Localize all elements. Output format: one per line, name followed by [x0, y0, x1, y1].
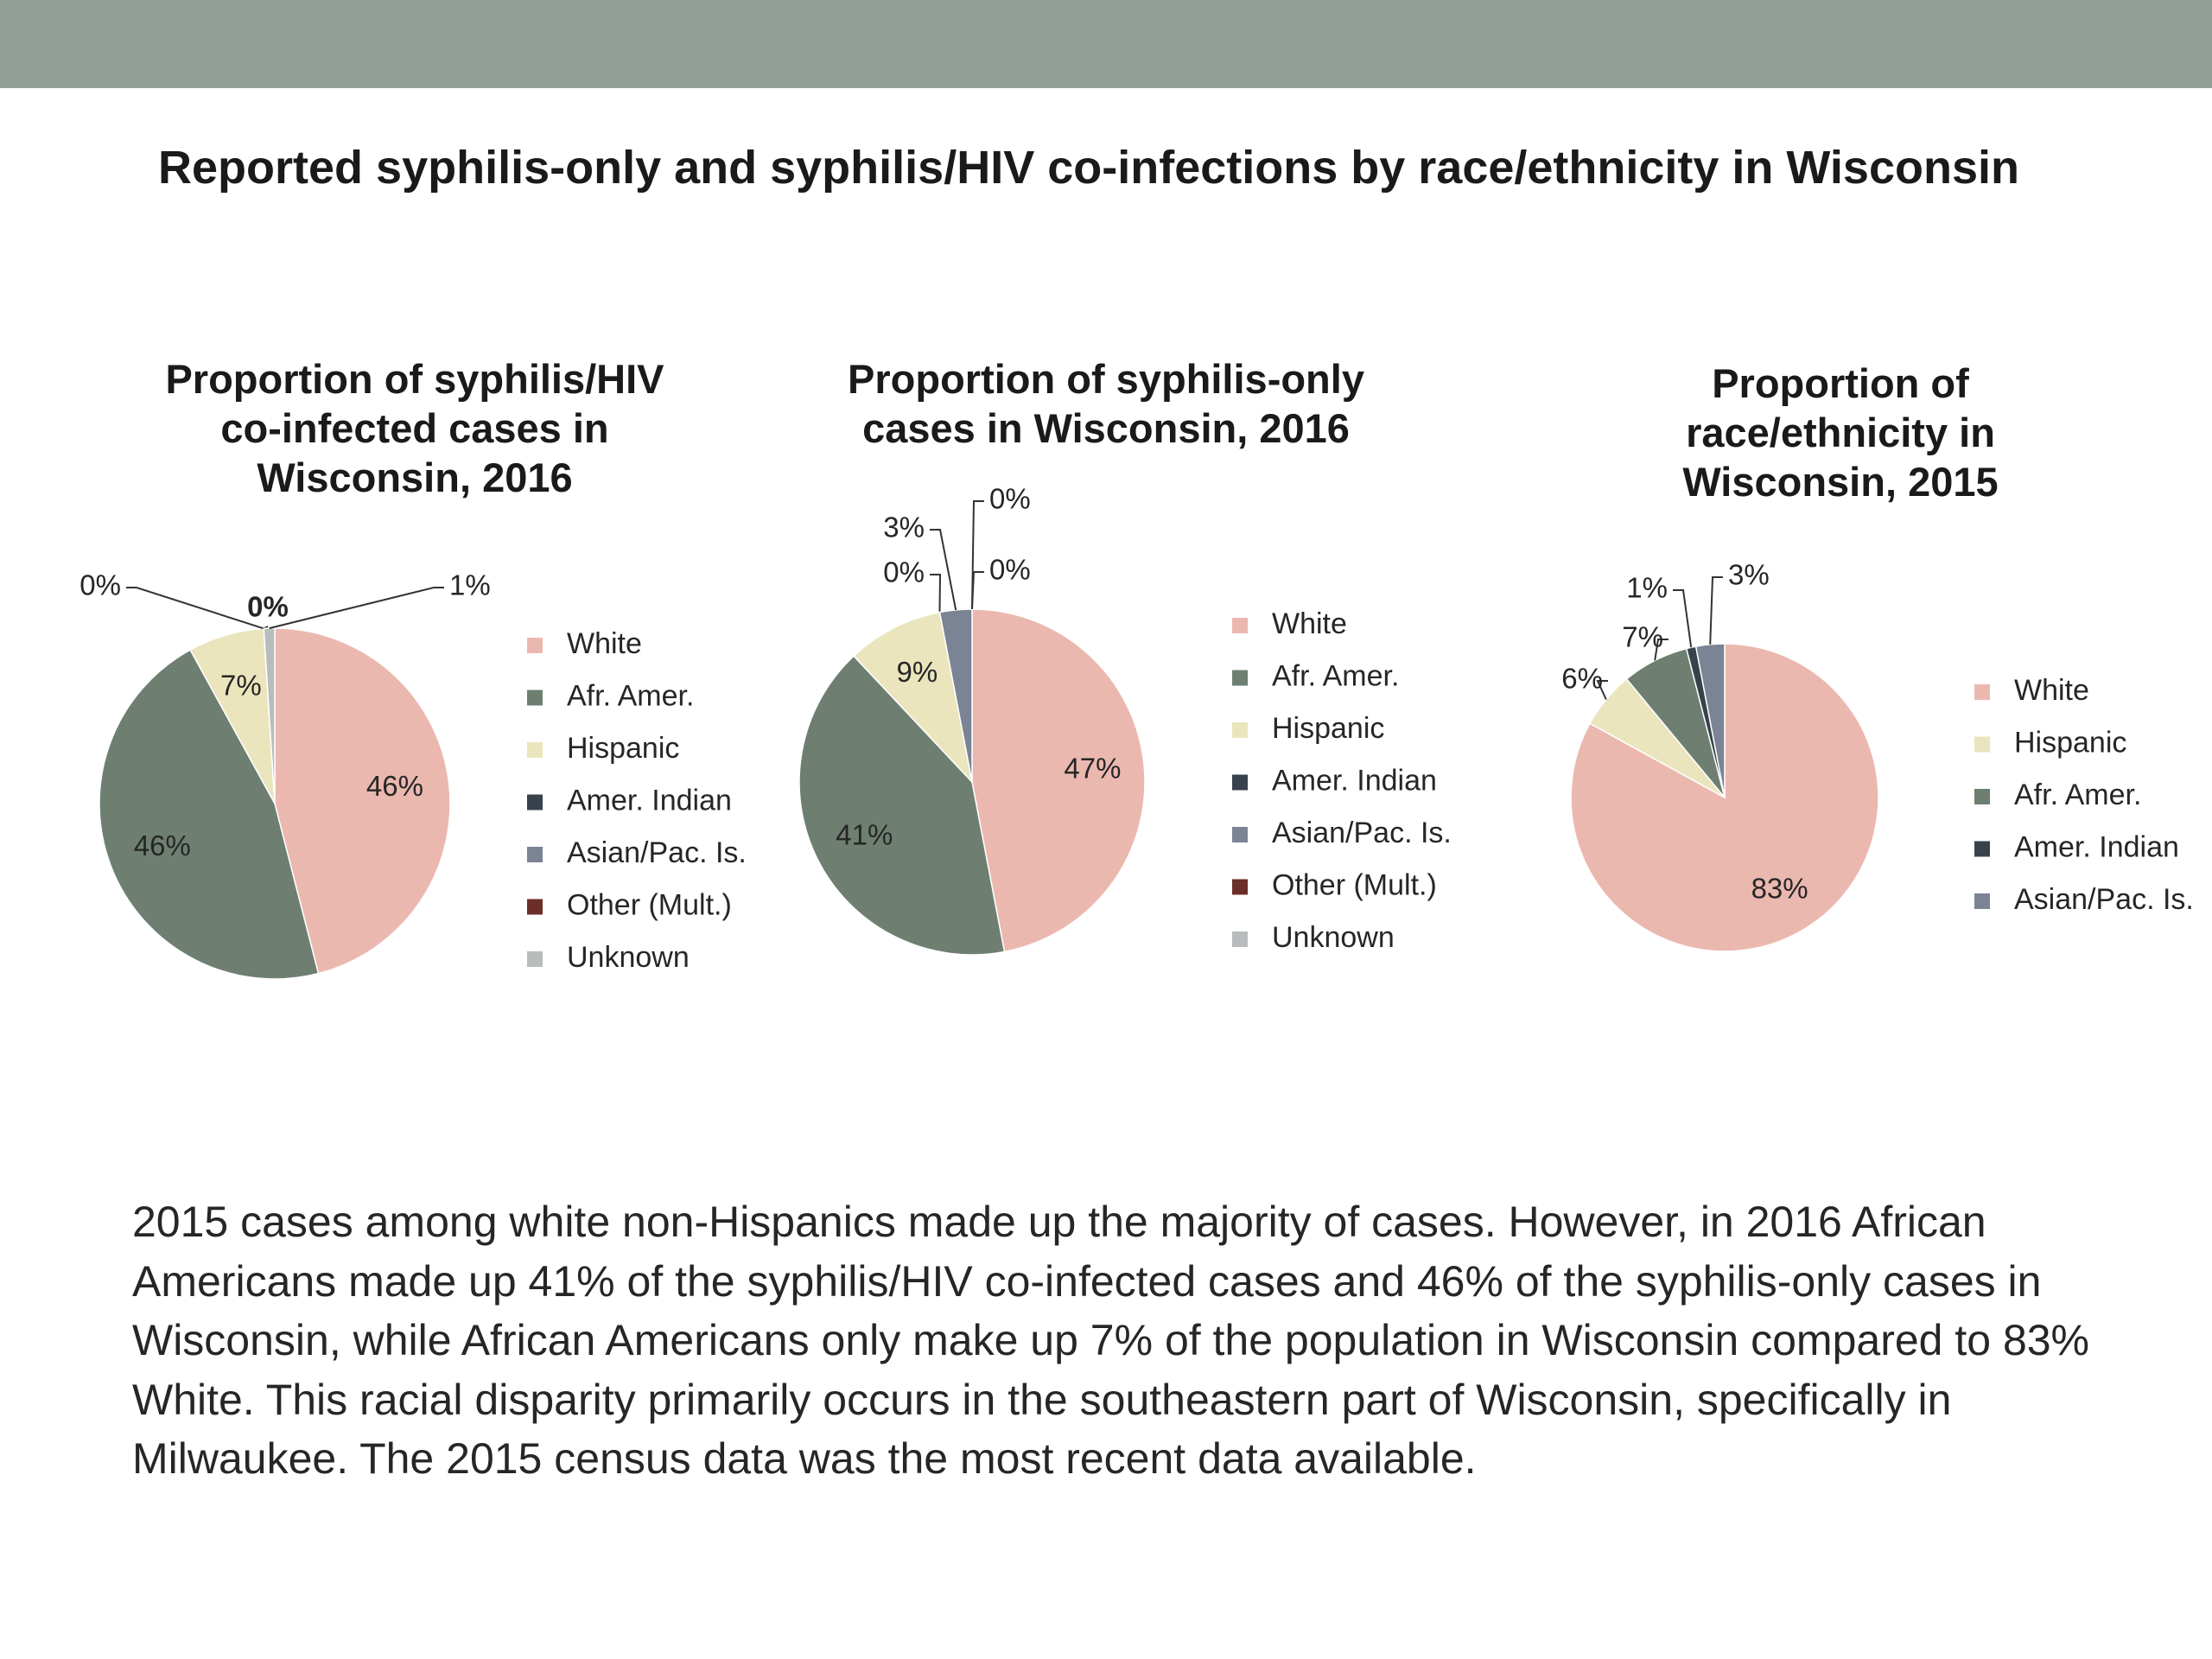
pie-2-legend-label-white: White: [1272, 607, 1347, 640]
pie-1-slice-white: [274, 627, 451, 975]
pie-2-label-amer-indian: 0%: [883, 556, 925, 588]
pie-1-label-hispanic: 7%: [220, 669, 262, 701]
pie-2-legend-label-afr-amer: Afr. Amer.: [1272, 659, 1399, 692]
pie-2-legend-swatch-hispanic: [1232, 722, 1248, 738]
pie-3-legend-label-white: White: [2014, 674, 2089, 707]
pie-1-legend-swatch-other-mult: [527, 899, 543, 915]
pie-3-legend-swatch-hispanic: [1974, 736, 1990, 753]
top-bar: [0, 0, 2212, 88]
pie-3-legend-label-afr-amer: Afr. Amer.: [2014, 779, 2141, 811]
pie-1-label-white: 46%: [366, 770, 423, 802]
pie-2-label-white: 47%: [1064, 753, 1121, 785]
chart-title-race-ethnicity: Proportion of race/ethnicity in Wisconsi…: [1538, 359, 2143, 506]
pie-2-label-other-mult: 0%: [989, 483, 1031, 515]
chart-title-syphilis-only: Proportion of syphilis-only cases in Wis…: [804, 354, 1408, 453]
pie-1-legend-swatch-afr-amer: [527, 690, 543, 706]
pie-2-label-hispanic: 9%: [897, 656, 938, 688]
pie-1-legend-label-other-mult: Other (Mult.): [567, 888, 732, 921]
chart-title-line: Wisconsin, 2015: [1682, 459, 1999, 505]
pie-1-label-unknown: 1%: [449, 569, 491, 601]
pie-2-legend-label-asian-pac-is: Asian/Pac. Is.: [1272, 817, 1452, 849]
pie-1-leader-amer-indian: [126, 587, 264, 630]
pie-2-leader-amer-indian: [930, 574, 942, 613]
pie-2-slice-white: [971, 608, 1146, 953]
pie-2-legend-label-other-mult: Other (Mult.): [1272, 868, 1437, 901]
chart-title-line: Proportion of syphilis/HIV: [165, 356, 664, 402]
chart-title-line: Wisconsin, 2016: [257, 454, 573, 500]
pie-1-label-amer-indian: 0%: [79, 569, 121, 601]
pie-1-leader-unknown: [269, 587, 444, 630]
pie-1-label-afr-amer: 46%: [134, 830, 191, 861]
pie-2-leader-other-mult: [971, 500, 984, 610]
pie-3-label-hispanic: 6%: [1561, 663, 1603, 695]
pie-1-legend-label-amer-indian: Amer. Indian: [567, 784, 732, 817]
pie-3-slice-white: [1570, 643, 1879, 952]
pie-1-legend-swatch-asian-pac-is: [527, 847, 543, 862]
chart-title-line: Proportion of: [1712, 360, 1969, 406]
chart-title-line: cases in Wisconsin, 2016: [862, 405, 1350, 451]
pie-1-legend-swatch-hispanic: [527, 742, 543, 758]
pie-3-leader-asian-pac-is: [1709, 576, 1723, 645]
pie-3-leader-afr-amer: [1654, 639, 1669, 661]
pie-2-leader-unknown: [971, 571, 984, 610]
pie-3-leader-amer-indian: [1673, 589, 1693, 648]
chart-title-coinfected: Proportion of syphilis/HIV co-infected c…: [112, 354, 717, 502]
slide-body-text: 2015 cases among white non-Hispanics mad…: [132, 1198, 2090, 1483]
chart-title-line: co-infected cases in: [220, 405, 609, 451]
pie-2-leader-asian-pac-is: [930, 529, 957, 611]
chart-title-line: Proportion of syphilis-only: [848, 356, 1364, 402]
pie-1-legend-label-asian-pac-is: Asian/Pac. Is.: [567, 836, 747, 869]
pie-3-legend-label-amer-indian: Amer. Indian: [2014, 830, 2179, 863]
pie-3-label-afr-amer: 7%: [1622, 621, 1663, 653]
pie-3-legend-label-hispanic: Hispanic: [2014, 726, 2126, 759]
pie-3-legend-label-asian-pac-is: Asian/Pac. Is.: [2014, 883, 2194, 916]
pie-2-label-asian-pac-is: 3%: [883, 512, 925, 543]
slide-title: Reported syphilis-only and syphilis/HIV …: [158, 142, 2019, 194]
pie-1-legend-label-white: White: [567, 627, 642, 660]
pie-2-legend-swatch-white: [1232, 618, 1248, 633]
pie-1-legend-swatch-white: [527, 638, 543, 653]
pie-2-legend-swatch-asian-pac-is: [1232, 827, 1248, 842]
pie-1-legend-label-afr-amer: Afr. Amer.: [567, 679, 694, 712]
pie-2-slice-hispanic: [853, 611, 974, 785]
pie-3-legend-swatch-white: [1974, 684, 1990, 700]
pie-3-label-white: 83%: [1751, 872, 1808, 904]
pie-3-legend-swatch-amer-indian: [1974, 841, 1990, 857]
pie-2-legend-swatch-afr-amer: [1232, 670, 1248, 686]
pie-1-legend-swatch-amer-indian: [527, 794, 543, 810]
pie-1-legend-label-hispanic: Hispanic: [567, 732, 679, 765]
pie-2-legend-swatch-unknown: [1232, 931, 1248, 947]
pie-3-label-amer-indian: 1%: [1626, 572, 1668, 604]
pie-3-legend-swatch-afr-amer: [1974, 789, 1990, 804]
pie-2-legend-label-hispanic: Hispanic: [1272, 712, 1384, 745]
pie-2-label-afr-amer: 41%: [836, 818, 893, 850]
pie-1-legend-label-unknown: Unknown: [567, 941, 690, 974]
pie-2-label-unknown: 0%: [989, 554, 1031, 586]
pie-2-legend-swatch-amer-indian: [1232, 774, 1248, 791]
pie-1-legend-swatch-unknown: [527, 951, 543, 967]
pie-1-slice-afr-amer: [99, 649, 320, 980]
pie-3-leader-hispanic: [1596, 680, 1608, 700]
pie-2-legend-swatch-other-mult: [1232, 879, 1248, 895]
pie-1-label-asian-pac-is: 0%: [247, 591, 289, 623]
chart-title-line: race/ethnicity in: [1686, 410, 1995, 455]
pie-3-legend-swatch-asian-pac-is: [1974, 893, 1990, 909]
pie-2-legend-label-amer-indian: Amer. Indian: [1272, 764, 1437, 797]
pie-2-slice-afr-amer: [798, 655, 1006, 956]
pie-2-legend-label-unknown: Unknown: [1272, 921, 1395, 954]
pie-3-label-asian-pac-is: 3%: [1728, 559, 1770, 591]
